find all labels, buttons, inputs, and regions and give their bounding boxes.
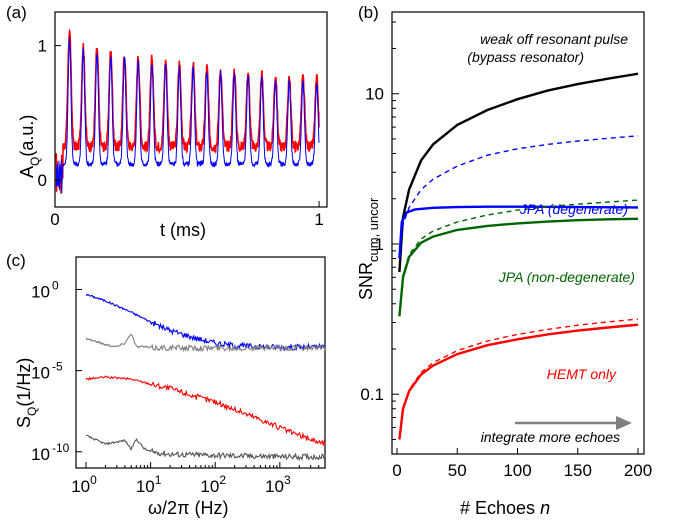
panel-b: 0 50 100 150 200 0.1 1 10 weak off resonant pul…	[356, 11, 652, 518]
panel-c-xlabel: ω/2π (Hz)	[148, 498, 228, 518]
panel-b-series-3	[398, 199, 639, 315]
panel-a-frame	[54, 11, 328, 208]
panel-b-ylabel: SNRcum, uncor	[356, 197, 381, 300]
panel-b-ytick-label: 1	[375, 235, 384, 254]
panel-b-series-0	[398, 72, 639, 273]
panel-c-ytick-exponent: -10	[52, 441, 70, 455]
panel-c-ylabel: SQ(1/Hz)	[14, 358, 39, 428]
panel-c-series-2	[85, 375, 326, 446]
panel-a-xtick-label: 1	[314, 210, 323, 229]
panel-a-ylabel-unit: (a.u.)	[17, 115, 37, 157]
panel-b-ytick-label: 10	[365, 85, 384, 104]
panel-a-series-1	[55, 37, 320, 194]
panel-c-xtick-label: 101	[136, 473, 162, 496]
panel-c-series-1	[85, 333, 326, 353]
panel-b-xtick-label: 50	[448, 461, 467, 480]
panel-b-xtick-label: 200	[624, 461, 652, 480]
annotation-jpa-nondegenerate: JPA (non-degenerate)	[498, 269, 635, 285]
panel-a-ylabel-main: A	[17, 166, 37, 178]
panel-c-ytick-exponent: -5	[52, 360, 63, 374]
panel-a-ticks: 0 1 0 1	[38, 37, 324, 229]
arrow-head-icon	[616, 416, 632, 430]
panel-a: 0 1 0 1 t (ms) AQ(a.u.)	[17, 11, 328, 240]
panel-c-xtick-label: 103	[265, 473, 291, 496]
panel-b-xtick-label: 100	[503, 461, 531, 480]
panel-a-ytick-label: 1	[38, 37, 47, 56]
panel-c-ytick-label: 10	[31, 364, 50, 383]
panel-a-label: (a)	[6, 3, 27, 22]
panel-a-ylabel-sub: Q	[28, 157, 42, 166]
panel-a-series-0	[55, 28, 320, 194]
panel-c-ylabel-unit: (1/Hz)	[14, 358, 34, 407]
panel-c-ylabel-main: S	[14, 416, 34, 428]
panel-b-xtick-label: 150	[564, 461, 592, 480]
panel-b-xlabel-text: # Echoes	[460, 498, 535, 518]
panel-a-ytick-label: 0	[38, 171, 47, 190]
annotation-weak-pulse-line1: weak off resonant pulse	[480, 31, 628, 47]
panel-c-ytick-label: 10	[31, 445, 50, 464]
panel-b-ytick-label: 0.1	[360, 385, 384, 404]
panel-b-series-1	[398, 135, 639, 255]
panel-b-series-6	[398, 323, 639, 440]
panel-b-xtick-label: 0	[392, 461, 401, 480]
panel-c-ytick-label: 10	[31, 282, 50, 301]
panel-b-ylabel-main: SNR	[356, 262, 376, 300]
panel-a-xtick-label: 0	[50, 210, 59, 229]
panel-c-label: (c)	[6, 251, 26, 270]
panel-c-ylabel-sub: Q	[25, 407, 39, 416]
panel-c-series-3	[85, 434, 326, 462]
panel-b-ylabel-sub: cum, uncor	[366, 197, 381, 262]
panel-b-xlabel-var: n	[540, 498, 550, 518]
panel-c-ytick-exponent: 0	[52, 278, 59, 292]
panel-b-label: (b)	[358, 3, 379, 22]
panel-c-xtick-label: 100	[71, 473, 97, 496]
panel-b-series	[398, 72, 639, 440]
panel-c-series-0	[85, 293, 326, 352]
panel-c-series	[85, 293, 326, 462]
annotation-hemt-only: HEMT only	[547, 366, 617, 382]
panel-a-xlabel: t (ms)	[160, 220, 206, 240]
panel-b-ticks: 0 50 100 150 200 0.1 1 10	[360, 21, 652, 480]
panel-b-xlabel: # Echoes n	[460, 498, 550, 518]
panel-a-series	[55, 28, 320, 194]
annotation-jpa-degenerate: JPA (degenerate)	[519, 201, 628, 217]
panel-a-ylabel: AQ(a.u.)	[17, 115, 42, 178]
annotation-integrate-more-echoes: integrate more echoes	[481, 429, 620, 445]
panel-c-frame	[75, 256, 326, 469]
panel-b-series-2	[398, 205, 639, 259]
panel-c-xtick-label: 102	[200, 473, 226, 496]
panel-b-series-4	[398, 217, 639, 317]
annotation-weak-pulse-line2: (bypass resonator)	[467, 49, 584, 65]
